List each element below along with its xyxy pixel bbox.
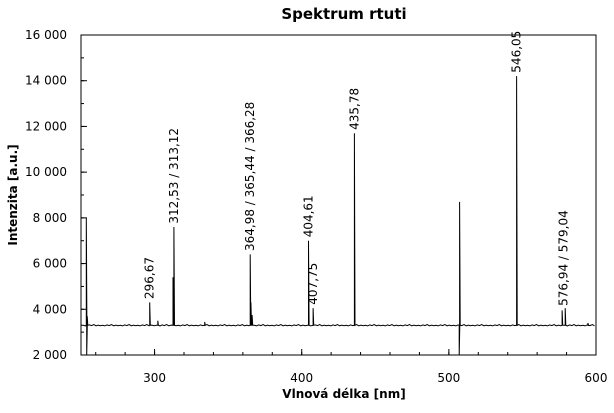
y-tick-label: 16 000 bbox=[25, 28, 67, 42]
x-tick-label: 500 bbox=[437, 371, 460, 385]
y-tick-label: 6 000 bbox=[33, 257, 67, 271]
peak-label: 407,75 bbox=[306, 263, 320, 305]
x-tick-label: 400 bbox=[290, 371, 313, 385]
x-tick-label: 300 bbox=[143, 371, 166, 385]
y-axis-label: Intenzita [a.u.] bbox=[6, 144, 20, 245]
y-axis: 2 000 4 000 6 000 8 000 10 000 12 000 14 000 16… bbox=[25, 28, 87, 362]
spectrum-line bbox=[81, 76, 595, 356]
peak-annotations: 296,67 312,53 / 313,12 364,98 / 365,44 / 3… bbox=[143, 31, 571, 306]
peak-label: 576,94 / 579,04 bbox=[557, 210, 571, 306]
peak-label: 296,67 bbox=[143, 257, 157, 299]
peak-label: 404,61 bbox=[302, 195, 316, 237]
x-axis-label: Vlnová délka [nm] bbox=[282, 387, 405, 401]
plot-area: 2 000 4 000 6 000 8 000 10 000 12 000 14 000 16… bbox=[25, 28, 607, 385]
y-tick-label: 14 000 bbox=[25, 74, 67, 88]
chart-title: Spektrum rtuti bbox=[281, 5, 406, 23]
peak-label: 546,05 bbox=[510, 31, 524, 73]
y-tick-label: 8 000 bbox=[33, 211, 67, 225]
x-tick-label: 600 bbox=[585, 371, 608, 385]
peak-label: 312,53 / 313,12 bbox=[167, 128, 181, 224]
y-tick-label: 10 000 bbox=[25, 165, 67, 179]
x-axis: 300 400 500 600 bbox=[95, 349, 608, 385]
y-tick-label: 4 000 bbox=[33, 302, 67, 316]
y-tick-label: 2 000 bbox=[33, 348, 67, 362]
y-tick-label: 12 000 bbox=[25, 119, 67, 133]
plot-frame bbox=[80, 34, 597, 356]
peak-label: 435,78 bbox=[347, 88, 361, 130]
peak-label: 364,98 / 365,44 / 366,28 bbox=[243, 102, 257, 251]
